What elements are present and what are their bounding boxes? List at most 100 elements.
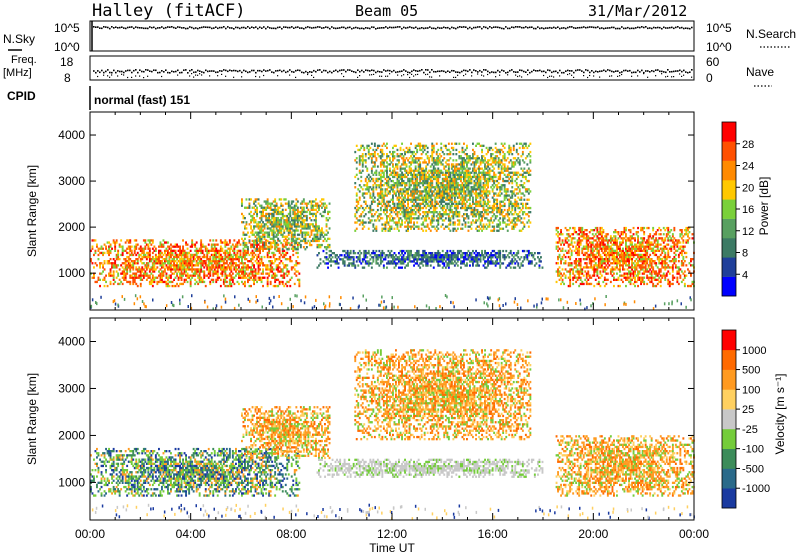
echo-cell — [277, 225, 280, 228]
echo-cell — [296, 214, 299, 218]
nave-point — [217, 75, 219, 77]
echo-cell — [109, 274, 112, 277]
echo-cell — [405, 229, 408, 232]
echo-cell — [447, 165, 450, 168]
echo-cell — [219, 255, 222, 259]
freq-point — [95, 71, 97, 74]
echo-cell — [94, 262, 97, 265]
echo-cell — [431, 192, 434, 195]
echo-cell — [535, 262, 538, 265]
echo-cell — [154, 268, 157, 271]
freq-point — [137, 71, 139, 74]
echo-cell — [443, 194, 446, 197]
echo-cell — [302, 200, 305, 203]
echo-cell — [312, 229, 314, 232]
echo-cell — [215, 255, 218, 259]
echo-cell — [408, 252, 411, 255]
echo-cell — [366, 186, 369, 189]
echo-cell — [473, 256, 476, 259]
nsky-point — [387, 27, 389, 29]
echo-cell — [381, 184, 384, 187]
echo-cell — [375, 177, 378, 181]
echo-cell — [440, 171, 443, 174]
echo-cell — [173, 268, 175, 271]
echo-cell — [269, 247, 272, 250]
echo-cell — [215, 264, 218, 267]
echo-cell — [308, 217, 311, 220]
echo-cell — [413, 173, 415, 176]
echo-cell — [231, 264, 234, 267]
echo-cell — [197, 255, 200, 259]
echo-cell — [444, 198, 447, 201]
nave-point — [385, 75, 387, 77]
echo-cell — [278, 262, 281, 265]
echo-cell — [364, 256, 367, 259]
echo-cell — [410, 252, 412, 255]
echo-cell — [316, 246, 319, 249]
echo-cell — [411, 211, 414, 214]
echo-cell — [225, 260, 228, 263]
echo-cell — [139, 258, 142, 261]
echo-cell — [215, 270, 218, 273]
echo-cell — [446, 182, 449, 185]
nsky-point — [213, 27, 215, 29]
echo-cell — [174, 270, 177, 273]
echo-cell — [304, 223, 307, 226]
echo-cell — [440, 190, 443, 193]
echo-cell — [367, 217, 370, 220]
echo-cell — [354, 159, 357, 162]
echo-cell — [491, 260, 494, 263]
echo-cell — [204, 247, 207, 250]
echo-cell — [316, 235, 319, 238]
echo-cell — [245, 251, 248, 255]
freq-point — [339, 69, 341, 72]
echo-cell — [384, 169, 387, 172]
nsky-point — [299, 27, 301, 29]
echo-cell — [299, 212, 302, 216]
echo-cell — [422, 206, 425, 210]
echo-cell — [265, 266, 268, 269]
nave-point — [683, 74, 685, 76]
echo-cell — [425, 198, 428, 201]
echo-cell — [379, 254, 382, 257]
echo-cell — [392, 206, 394, 210]
echo-cell — [206, 249, 209, 252]
echo-cell — [446, 249, 449, 253]
echo-cell — [254, 247, 257, 250]
echo-cell — [304, 210, 307, 214]
echo-cell — [364, 153, 367, 156]
echo-cell — [269, 246, 272, 249]
echo-cell — [331, 252, 334, 255]
echo-cell — [198, 258, 201, 261]
echo-cell — [224, 280, 227, 284]
echo-cell — [159, 249, 162, 252]
echo-cell — [393, 256, 396, 259]
echo-cell — [419, 144, 422, 147]
echo-cell — [413, 254, 415, 257]
nsky-point — [229, 27, 231, 29]
echo-cell — [399, 169, 402, 172]
echo-cell — [248, 241, 251, 244]
nsky-point — [555, 27, 557, 29]
echo-cell — [490, 252, 493, 255]
echo-cell — [340, 254, 343, 257]
echo-cell — [490, 260, 493, 263]
echo-cell — [375, 173, 378, 176]
echo-cell — [284, 214, 287, 218]
echo-cell — [360, 186, 363, 189]
echo-cell — [250, 276, 252, 279]
echo-cell — [378, 256, 381, 259]
echo-cell — [151, 241, 154, 244]
echo-cell — [144, 245, 147, 248]
echo-cell — [426, 175, 429, 179]
nsky-point — [237, 26, 239, 29]
echo-cell — [260, 237, 263, 240]
echo-cell — [142, 249, 145, 252]
echo-cell — [280, 225, 283, 228]
echo-cell — [210, 262, 213, 265]
echo-cell — [382, 200, 385, 203]
echo-cell — [339, 254, 342, 257]
echo-cell — [170, 249, 172, 252]
echo-cell — [275, 249, 278, 252]
echo-cell — [464, 256, 467, 259]
